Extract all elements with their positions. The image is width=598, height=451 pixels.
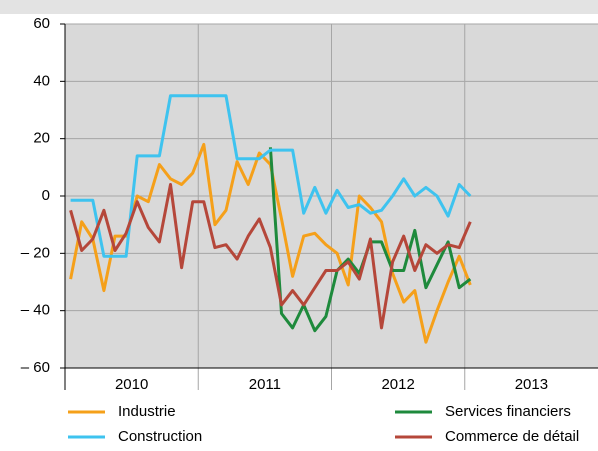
x-tick-label: 2012: [381, 376, 414, 393]
y-tick-label: – 60: [21, 359, 50, 376]
x-tick-label: 2011: [249, 376, 281, 393]
x-tick-label: 2010: [115, 376, 148, 393]
y-tick-label: 20: [33, 130, 50, 147]
header-strip: [0, 0, 598, 14]
legend-label: Commerce de détail: [445, 428, 579, 445]
y-tick-label: – 40: [21, 302, 50, 319]
y-tick-label: – 20: [21, 244, 50, 261]
legend-label: Construction: [118, 428, 202, 445]
legend-label: Industrie: [118, 403, 176, 420]
y-tick-label: 40: [33, 72, 50, 89]
y-tick-label: 0: [42, 187, 50, 204]
y-tick-label: 60: [33, 15, 50, 32]
series-line: [70, 94, 472, 258]
series-line: [69, 183, 472, 330]
x-tick-label: 2013: [515, 376, 548, 393]
legend-label: Services financiers: [445, 403, 571, 420]
